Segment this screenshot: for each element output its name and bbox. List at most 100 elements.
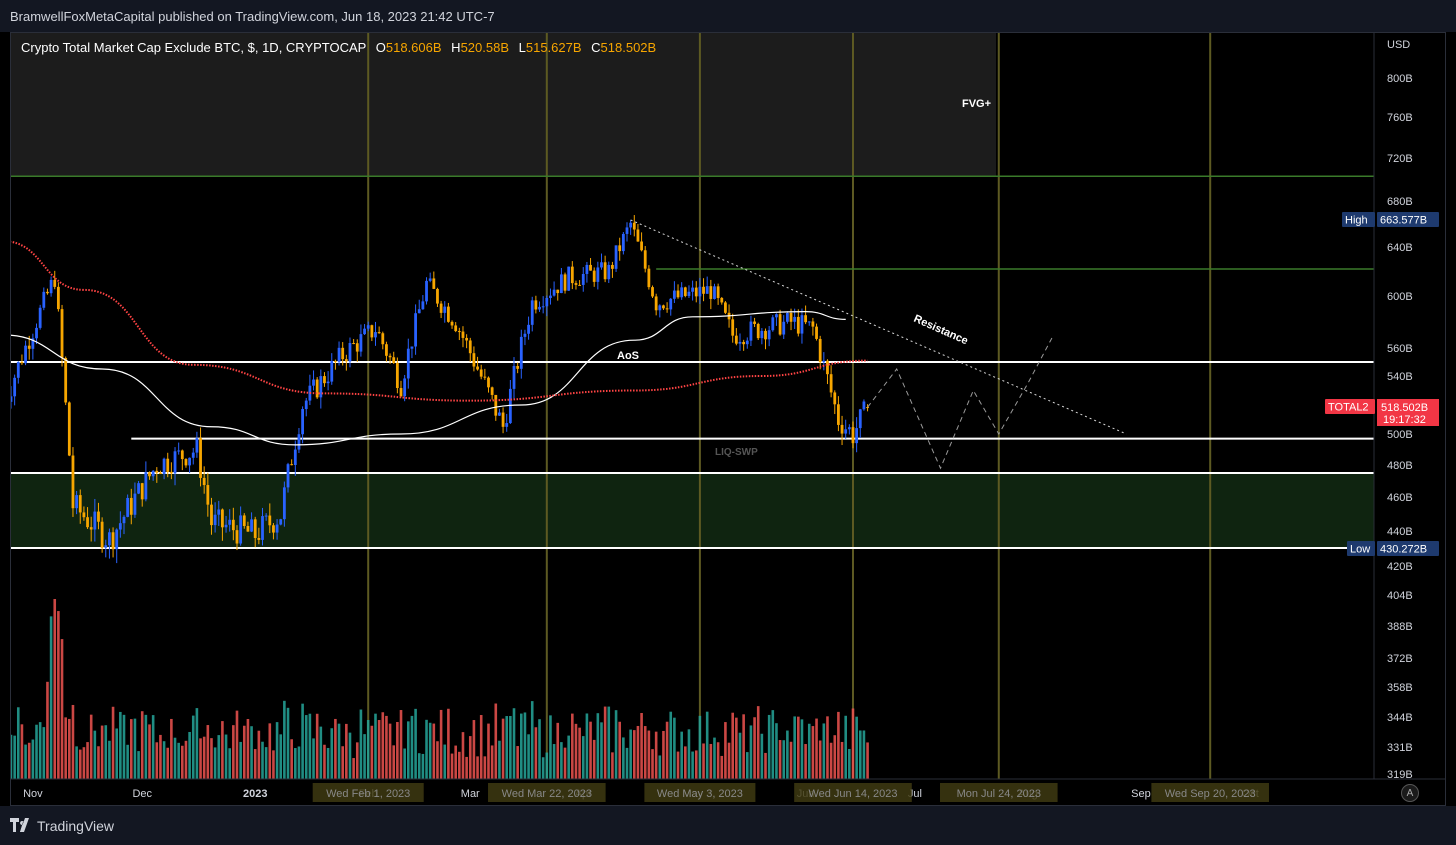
volume-bar [640, 712, 643, 779]
candle-body [213, 514, 217, 526]
ema-line [11, 310, 846, 446]
candle-body [421, 301, 425, 310]
volume-bar [170, 718, 173, 779]
candle-body [658, 305, 662, 311]
candle-body [687, 291, 691, 296]
volume-bar [866, 742, 869, 779]
candle-body [414, 313, 417, 347]
candle-body [581, 273, 585, 285]
volume-bar [151, 715, 155, 779]
candle-body [330, 361, 334, 382]
candle-body [432, 278, 436, 289]
candle-body [844, 429, 848, 434]
price-tick-label: 760B [1387, 112, 1413, 124]
candle-body [607, 264, 611, 280]
volume-bar [46, 681, 49, 779]
volume-bar [738, 732, 742, 779]
volume-bar [210, 738, 213, 779]
chart-panel[interactable]: FVG+ AoS Resistance LIQ-SWP USD 800B 760B 720B 6… [10, 32, 1446, 806]
candle-body [111, 532, 115, 550]
volume-bar [687, 729, 691, 779]
legend-open-value: 518.606B [385, 40, 442, 55]
candle-body [461, 331, 465, 338]
volume-bar [78, 749, 82, 779]
legend-open-label: O [375, 40, 386, 55]
volume-bar [680, 731, 683, 779]
candle-body [173, 451, 177, 474]
volume-bar [447, 708, 450, 779]
price-tick-label: 344B [1387, 712, 1413, 724]
volume-bar [742, 714, 745, 779]
candle-body [672, 290, 676, 299]
candle-body [202, 477, 206, 486]
date-label-bg [794, 783, 912, 802]
candle-body [374, 332, 377, 338]
candle-body [745, 340, 749, 345]
high-tag-value: 663.577B [1380, 215, 1427, 227]
volume-bar [159, 734, 162, 779]
candle-body [359, 334, 363, 352]
volume-bar [224, 734, 228, 779]
candle-body [385, 344, 388, 356]
volume-bar [764, 752, 767, 779]
volume-bar [848, 748, 851, 779]
volume-bar [775, 723, 778, 779]
volume-bar [399, 710, 403, 779]
volume-bar [275, 722, 279, 779]
volume-bar [64, 717, 67, 779]
volume-bar [71, 704, 75, 779]
volume-bar [323, 744, 326, 779]
volume-bar [425, 719, 428, 779]
current-price-tag-bg [1377, 399, 1439, 426]
price-tick-label: 540B [1387, 371, 1413, 383]
volume-bar [264, 747, 268, 779]
candle-body [665, 308, 669, 310]
candle-body [600, 262, 603, 268]
candle-body [144, 472, 148, 500]
price-tick-label: 440B [1387, 526, 1413, 538]
high-tag-value-bg [1377, 212, 1439, 227]
volume-bar [800, 719, 804, 779]
volume-bar [618, 721, 622, 779]
time-tick-label: Nov [23, 788, 43, 800]
volume-bar [636, 725, 640, 779]
candle-body [596, 267, 600, 282]
candle-body [180, 450, 184, 460]
volume-bar [662, 730, 665, 779]
candle-body [807, 321, 811, 323]
volume-bar [534, 727, 538, 779]
resistance-label: Resistance [912, 313, 970, 348]
candle-body [392, 357, 396, 363]
volume-bar [600, 722, 603, 779]
chart-canvas[interactable]: FVG+ AoS Resistance LIQ-SWP USD 800B 760B 720B 6… [11, 33, 1446, 806]
candle-body [126, 497, 130, 517]
candle-body [89, 527, 93, 530]
candle-body [614, 245, 618, 269]
candle-body [261, 516, 264, 540]
candle-body [705, 286, 709, 294]
volume-bar [228, 748, 231, 779]
volume-bar [498, 740, 501, 779]
candle-body [818, 338, 822, 363]
date-label-bg [644, 783, 756, 802]
volume-bar [465, 756, 468, 779]
volume-bar [297, 746, 301, 779]
auto-scale-button[interactable]: A [1401, 784, 1419, 802]
legend-high-value: 520.58B [460, 40, 509, 55]
volume-bar [829, 742, 833, 779]
candle-body [764, 330, 767, 340]
volume-bar [578, 727, 581, 779]
candle-body [191, 452, 195, 458]
candle-body [24, 345, 27, 364]
volume-bar [632, 730, 636, 779]
candle-body [410, 346, 414, 349]
volume-bar [443, 744, 447, 779]
candle-body [206, 485, 210, 505]
price-tick-label: 560B [1387, 343, 1413, 355]
candle-body [585, 264, 589, 274]
candle-body [709, 286, 713, 299]
volume-bar [206, 725, 210, 779]
candle-body [716, 286, 720, 298]
volume-bar [162, 741, 166, 779]
volume-bar [199, 738, 202, 779]
